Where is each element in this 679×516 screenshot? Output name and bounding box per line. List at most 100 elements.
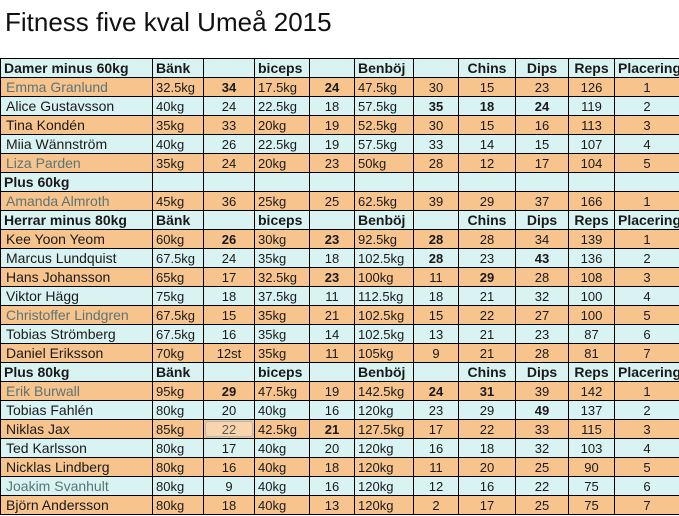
cell-bank-reps[interactable]: 29 [203, 381, 255, 401]
cell-benboj-weight[interactable]: 142.5kg [354, 381, 414, 401]
cell-biceps-weight[interactable]: 40kg [254, 438, 310, 458]
cell-reps-total[interactable]: 113 [568, 115, 615, 135]
cell-benboj-reps[interactable]: 39 [413, 191, 459, 211]
cell-biceps-reps[interactable]: 18 [309, 96, 355, 116]
column-header-bank[interactable] [152, 172, 204, 192]
cell-bank-reps[interactable]: 17 [203, 438, 255, 458]
cell-dips[interactable]: 43 [515, 248, 569, 268]
cell-reps-total[interactable]: 119 [568, 96, 615, 116]
cell-bank-weight[interactable]: 70kg [152, 343, 204, 363]
cell-athlete-name[interactable]: Tobias Fahlén [0, 400, 153, 420]
cell-chins[interactable]: 16 [458, 476, 516, 496]
cell-biceps-reps[interactable]: 16 [309, 400, 355, 420]
column-header-biceps-reps[interactable] [309, 210, 355, 230]
section-header-label[interactable]: Herrar minus 80kg [0, 210, 153, 230]
cell-benboj-weight[interactable]: 57.5kg [354, 134, 414, 154]
cell-benboj-weight[interactable]: 105kg [354, 343, 414, 363]
cell-placering[interactable]: 2 [614, 400, 679, 420]
column-header-bank[interactable]: Bänk [152, 210, 204, 230]
cell-chins[interactable]: 12 [458, 153, 516, 173]
cell-bank-reps[interactable]: 16 [203, 324, 255, 344]
cell-benboj-reps[interactable]: 11 [413, 267, 459, 287]
cell-bank-weight[interactable]: 67.5kg [152, 324, 204, 344]
cell-benboj-weight[interactable]: 120kg [354, 438, 414, 458]
cell-bank-reps[interactable]: 9 [203, 476, 255, 496]
column-header-reps[interactable]: Reps [568, 362, 615, 382]
cell-bank-weight[interactable]: 80kg [152, 476, 204, 496]
cell-benboj-weight[interactable]: 120kg [354, 400, 414, 420]
cell-athlete-name[interactable]: Liza Parden [0, 153, 153, 173]
cell-chins[interactable]: 15 [458, 77, 516, 97]
cell-reps-total[interactable]: 90 [568, 457, 615, 477]
cell-bank-reps[interactable]: 18 [203, 495, 255, 515]
cell-benboj-reps[interactable]: 30 [413, 77, 459, 97]
cell-chins[interactable]: 15 [458, 115, 516, 135]
cell-dips[interactable]: 23 [515, 324, 569, 344]
cell-athlete-name[interactable]: Daniel Eriksson [0, 343, 153, 363]
cell-dips[interactable]: 28 [515, 343, 569, 363]
column-header-bank-reps[interactable] [203, 172, 255, 192]
cell-benboj-reps[interactable]: 9 [413, 343, 459, 363]
cell-bank-reps[interactable]: 20 [203, 400, 255, 420]
cell-benboj-reps[interactable]: 12 [413, 476, 459, 496]
column-header-chins[interactable] [458, 172, 516, 192]
cell-reps-total[interactable]: 107 [568, 134, 615, 154]
cell-benboj-reps[interactable]: 33 [413, 134, 459, 154]
cell-bank-reps[interactable]: 15 [203, 305, 255, 325]
cell-bank-weight[interactable]: 32.5kg [152, 77, 204, 97]
cell-reps-total[interactable]: 75 [568, 495, 615, 515]
cell-chins[interactable]: 21 [458, 286, 516, 306]
cell-bank-reps[interactable]: 34 [203, 77, 255, 97]
cell-bank-reps[interactable]: 26 [203, 134, 255, 154]
cell-placering[interactable]: 1 [614, 191, 679, 211]
cell-reps-total[interactable]: 87 [568, 324, 615, 344]
cell-athlete-name[interactable]: Ted Karlsson [0, 438, 153, 458]
column-header-benboj[interactable]: Benböj [354, 58, 414, 78]
column-header-reps[interactable] [568, 172, 615, 192]
cell-bank-weight[interactable]: 60kg [152, 229, 204, 249]
cell-biceps-weight[interactable]: 17.5kg [254, 77, 310, 97]
cell-athlete-name[interactable]: Emma Granlund [0, 77, 153, 97]
cell-biceps-reps[interactable]: 13 [309, 495, 355, 515]
cell-benboj-reps[interactable]: 28 [413, 153, 459, 173]
cell-benboj-weight[interactable]: 100kg [354, 267, 414, 287]
column-header-chins[interactable]: Chins [458, 58, 516, 78]
cell-benboj-reps[interactable]: 13 [413, 324, 459, 344]
cell-dips[interactable]: 32 [515, 286, 569, 306]
cell-chins[interactable]: 29 [458, 267, 516, 287]
cell-bank-reps[interactable]: 24 [203, 248, 255, 268]
column-header-reps[interactable]: Reps [568, 210, 615, 230]
cell-benboj-weight[interactable]: 57.5kg [354, 96, 414, 116]
cell-chins[interactable]: 29 [458, 191, 516, 211]
column-header-placering[interactable]: Placering [614, 362, 679, 382]
cell-placering[interactable]: 3 [614, 419, 679, 439]
cell-chins[interactable]: 29 [458, 400, 516, 420]
cell-reps-total[interactable]: 126 [568, 77, 615, 97]
cell-bank-reps[interactable]: 18 [203, 286, 255, 306]
cell-biceps-weight[interactable]: 22.5kg [254, 134, 310, 154]
cell-benboj-weight[interactable]: 47.5kg [354, 77, 414, 97]
column-header-benboj-reps[interactable] [413, 210, 459, 230]
cell-dips[interactable]: 16 [515, 115, 569, 135]
column-header-placering[interactable]: Placering [614, 210, 679, 230]
cell-benboj-reps[interactable]: 11 [413, 457, 459, 477]
cell-chins[interactable]: 20 [458, 457, 516, 477]
cell-benboj-reps[interactable]: 15 [413, 305, 459, 325]
cell-placering[interactable]: 1 [614, 229, 679, 249]
cell-biceps-weight[interactable]: 35kg [254, 305, 310, 325]
cell-benboj-weight[interactable]: 102.5kg [354, 248, 414, 268]
cell-placering[interactable]: 3 [614, 267, 679, 287]
column-header-biceps[interactable]: biceps [254, 210, 310, 230]
cell-placering[interactable]: 5 [614, 153, 679, 173]
cell-benboj-reps[interactable]: 28 [413, 229, 459, 249]
cell-biceps-reps[interactable]: 18 [309, 457, 355, 477]
cell-reps-total[interactable]: 104 [568, 153, 615, 173]
cell-placering[interactable]: 6 [614, 324, 679, 344]
cell-biceps-weight[interactable]: 40kg [254, 457, 310, 477]
cell-athlete-name[interactable]: Marcus Lundquist [0, 248, 153, 268]
cell-chins[interactable]: 17 [458, 495, 516, 515]
column-header-dips[interactable]: Dips [515, 58, 569, 78]
cell-benboj-reps[interactable]: 2 [413, 495, 459, 515]
cell-bank-weight[interactable]: 67.5kg [152, 305, 204, 325]
column-header-biceps-reps[interactable] [309, 172, 355, 192]
